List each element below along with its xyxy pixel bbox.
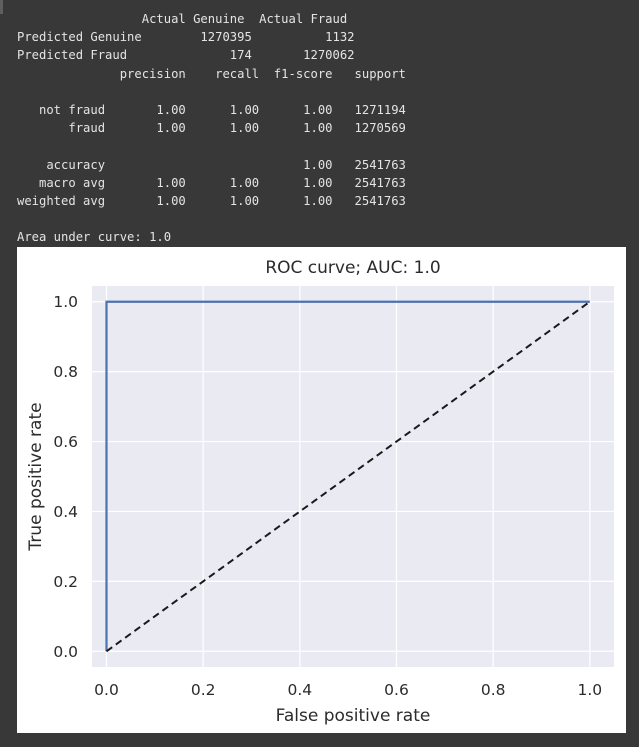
roc-curve-line [105, 300, 590, 652]
x-tick-label: 0.8 [481, 681, 506, 699]
y-axis-label: True positive rate [26, 402, 46, 551]
x-tick-label: 0.4 [288, 681, 313, 699]
tick-labels: 0.0 0.2 0.4 0.6 0.8 1.0 0.0 0.2 0.4 0.6 0.8 1.0 [53, 293, 602, 699]
report-line: accuracy 1.00 2541763 [17, 157, 406, 172]
report-line: fraud 1.00 1.00 1.00 1270569 [17, 121, 406, 136]
auc-line: Area under curve: 1.0 [17, 230, 172, 245]
cell-gutter-marker [0, 0, 3, 14]
x-axis-label: False positive rate [276, 706, 431, 726]
diagonal-reference-line [105, 300, 591, 653]
y-tick-label: 0.2 [53, 573, 78, 591]
report-line: not fraud 1.00 1.00 1.00 1271194 [17, 103, 406, 118]
cell-output-text: Actual Genuine Actual Fraud Predicted Ge… [17, 10, 406, 247]
roc-plot-figure: 0.0 0.2 0.4 0.6 0.8 1.0 0.0 0.2 0.4 0.6 0.8 1.0 ROC… [17, 247, 626, 733]
plot-area [92, 286, 614, 667]
x-tick-label: 0.6 [384, 681, 409, 699]
y-tick-label: 0.6 [53, 433, 78, 451]
x-tick-label: 0.0 [94, 681, 119, 699]
confusion-matrix-line: Actual Genuine Actual Fraud [17, 12, 348, 26]
report-line: macro avg 1.00 1.00 1.00 2541763 [17, 175, 406, 190]
roc-chart: 0.0 0.2 0.4 0.6 0.8 1.0 0.0 0.2 0.4 0.6 0.8 1.0 ROC… [26, 258, 614, 726]
y-tick-label: 0.4 [53, 503, 78, 521]
x-tick-label: 1.0 [578, 681, 603, 699]
y-tick-label: 0.8 [53, 363, 78, 381]
confusion-matrix-line: Predicted Genuine 1270395 1132 [17, 30, 355, 45]
confusion-matrix-line: Predicted Fraud 174 1270062 [17, 48, 355, 63]
report-line: weighted avg 1.00 1.00 1.00 2541763 [17, 194, 406, 209]
x-tick-label: 0.2 [191, 681, 216, 699]
y-tick-label: 1.0 [53, 293, 78, 311]
report-line: precision recall f1-score support [17, 66, 406, 81]
y-tick-label: 0.0 [53, 643, 78, 661]
series-layer [105, 300, 591, 653]
chart-title: ROC curve; AUC: 1.0 [265, 258, 440, 278]
